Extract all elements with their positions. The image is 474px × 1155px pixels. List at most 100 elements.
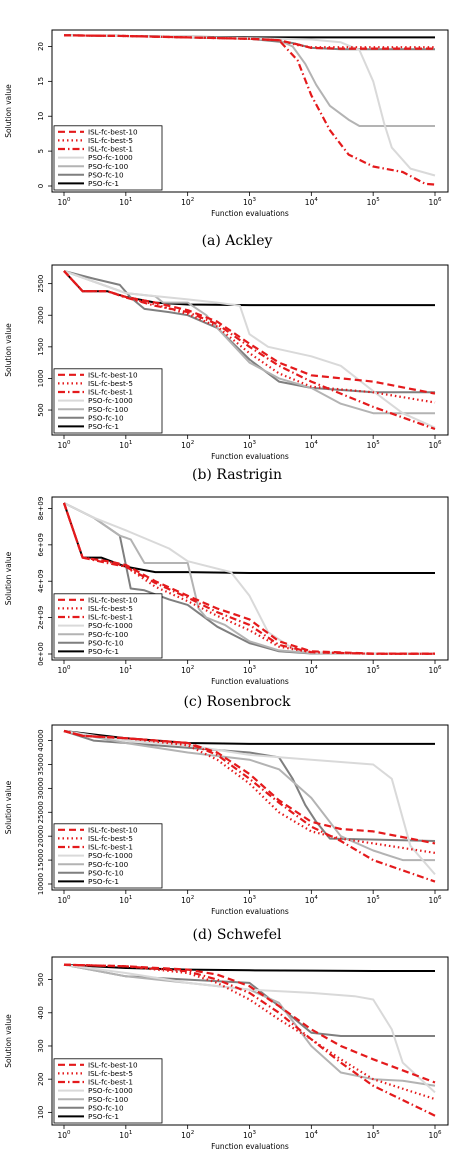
x-tick-exponent: 2 bbox=[191, 665, 195, 671]
x-tick-label: 104 bbox=[305, 197, 319, 207]
x-tick-label: 102 bbox=[181, 895, 194, 905]
x-tick-base: 10 bbox=[367, 1131, 377, 1140]
y-tick-label: 40000 bbox=[37, 729, 45, 751]
x-tick-exponent: 3 bbox=[253, 895, 257, 901]
x-tick-exponent: 4 bbox=[314, 895, 318, 901]
x-tick-base: 10 bbox=[181, 666, 191, 675]
x-tick-exponent: 5 bbox=[376, 895, 380, 901]
x-tick-base: 10 bbox=[57, 198, 67, 207]
x-tick-base: 10 bbox=[305, 441, 315, 450]
legend-entry: PSO-fc-100 bbox=[88, 162, 129, 171]
x-tick-base: 10 bbox=[119, 198, 129, 207]
x-tick-exponent: 4 bbox=[314, 440, 318, 446]
x-tick-base: 10 bbox=[428, 1131, 438, 1140]
series-line-isl-fc-best-5 bbox=[62, 502, 435, 655]
series-line-isl-fc-best-10 bbox=[62, 502, 435, 655]
x-tick-label: 101 bbox=[119, 440, 132, 450]
x-tick-base: 10 bbox=[243, 666, 253, 675]
y-tick-label: 400 bbox=[37, 1006, 45, 1019]
x-tick-exponent: 5 bbox=[376, 197, 380, 203]
x-tick-exponent: 0 bbox=[67, 895, 71, 901]
x-tick-base: 10 bbox=[243, 896, 253, 905]
x-tick-label: 104 bbox=[305, 895, 319, 905]
series-line-pso-fc-100 bbox=[63, 730, 435, 862]
legend-entry: PSO-fc-1000 bbox=[88, 396, 133, 405]
x-tick-label: 105 bbox=[367, 197, 381, 207]
x-tick-base: 10 bbox=[57, 896, 67, 905]
x-tick-label: 100 bbox=[57, 1130, 71, 1140]
x-tick-label: 106 bbox=[428, 1130, 442, 1140]
x-tick-label: 106 bbox=[428, 197, 442, 207]
series-line-isl-fc-best-10 bbox=[63, 270, 436, 395]
legend-entry: PSO-fc-100 bbox=[88, 630, 129, 639]
x-tick-label: 101 bbox=[119, 665, 132, 675]
y-tick-label: 500 bbox=[37, 973, 45, 986]
legend-entry: ISL-fc-best-5 bbox=[88, 604, 133, 613]
x-tick-label: 104 bbox=[305, 665, 319, 675]
x-tick-exponent: 0 bbox=[67, 665, 71, 671]
x-tick-exponent: 0 bbox=[67, 1130, 71, 1136]
x-tick-base: 10 bbox=[119, 441, 129, 450]
legend-entry: ISL-fc-best-10 bbox=[88, 1060, 138, 1069]
x-tick-exponent: 1 bbox=[129, 197, 133, 203]
x-tick-label: 105 bbox=[367, 440, 381, 450]
x-tick-base: 10 bbox=[57, 441, 67, 450]
x-tick-exponent: 6 bbox=[438, 440, 442, 446]
plot-frame bbox=[51, 496, 449, 661]
legend-entry: ISL-fc-best-1 bbox=[88, 145, 133, 154]
legend-entry: PSO-fc-1 bbox=[88, 1112, 119, 1121]
legend-entry: ISL-fc-best-1 bbox=[88, 613, 133, 622]
x-tick-base: 10 bbox=[367, 198, 377, 207]
y-tick-label: 0e+00 bbox=[37, 642, 45, 666]
legend-entry: PSO-fc-10 bbox=[88, 1103, 124, 1112]
legend-entry: ISL-fc-best-10 bbox=[88, 127, 138, 136]
series-line-isl-fc-best-5 bbox=[63, 963, 436, 1101]
series-line-pso-fc-1000 bbox=[63, 730, 436, 876]
y-tick-label: 2000 bbox=[37, 306, 45, 324]
x-tick-exponent: 5 bbox=[376, 440, 380, 446]
y-tick-label: 1000 bbox=[37, 370, 45, 388]
x-tick-exponent: 4 bbox=[314, 197, 318, 203]
y-tick-label: 0 bbox=[37, 184, 45, 188]
y-tick-label: 20 bbox=[37, 42, 45, 51]
x-tick-base: 10 bbox=[428, 666, 438, 675]
x-tick-label: 105 bbox=[367, 1130, 381, 1140]
legend-entry: ISL-fc-best-5 bbox=[88, 136, 133, 145]
series-line-isl-fc-best-5 bbox=[63, 34, 435, 49]
x-tick-label: 105 bbox=[367, 665, 381, 675]
x-tick-exponent: 2 bbox=[191, 440, 195, 446]
series-line-pso-fc-1 bbox=[63, 270, 435, 307]
legend-entry: PSO-fc-1 bbox=[88, 647, 119, 656]
x-tick-exponent: 1 bbox=[129, 665, 133, 671]
x-tick-base: 10 bbox=[57, 1131, 67, 1140]
y-tick-label: 2500 bbox=[37, 275, 45, 293]
series-line-isl-fc-best-10 bbox=[63, 34, 435, 50]
x-tick-label: 100 bbox=[57, 895, 71, 905]
legend-entry: PSO-fc-10 bbox=[88, 413, 124, 422]
legend-entry: ISL-fc-best-1 bbox=[88, 843, 133, 852]
y-tick-label: 30000 bbox=[37, 777, 45, 799]
x-tick-base: 10 bbox=[305, 666, 315, 675]
legend-entry: ISL-fc-best-5 bbox=[88, 834, 133, 843]
y-tick-label: 10 bbox=[37, 112, 45, 121]
panel-5: 100 101 102 103 104 105 106100200300400500Func… bbox=[4, 956, 449, 1151]
x-tick-label: 104 bbox=[305, 1130, 319, 1140]
panel-caption: (a) Ackley bbox=[202, 233, 273, 249]
panel-4: 100 101 102 103 104 105 1061000015000200002500… bbox=[4, 724, 449, 943]
x-tick-label: 103 bbox=[243, 665, 257, 675]
x-tick-base: 10 bbox=[57, 666, 67, 675]
y-axis-label: Solution value bbox=[4, 1014, 13, 1068]
legend-entry: PSO-fc-100 bbox=[88, 1095, 129, 1104]
x-tick-exponent: 3 bbox=[253, 1130, 257, 1136]
plot-frame bbox=[51, 956, 449, 1126]
x-tick-base: 10 bbox=[428, 896, 438, 905]
x-tick-label: 100 bbox=[57, 665, 71, 675]
series-line-pso-fc-1000 bbox=[63, 270, 436, 429]
legend-entry: PSO-fc-1 bbox=[88, 422, 119, 431]
series-line-pso-fc-100 bbox=[63, 963, 436, 1087]
y-tick-label: 6e+09 bbox=[37, 533, 45, 557]
x-tick-label: 102 bbox=[181, 197, 194, 207]
legend-entry: ISL-fc-best-1 bbox=[88, 388, 133, 397]
x-tick-base: 10 bbox=[305, 1131, 315, 1140]
x-axis-label: Function evaluations bbox=[211, 1142, 289, 1151]
